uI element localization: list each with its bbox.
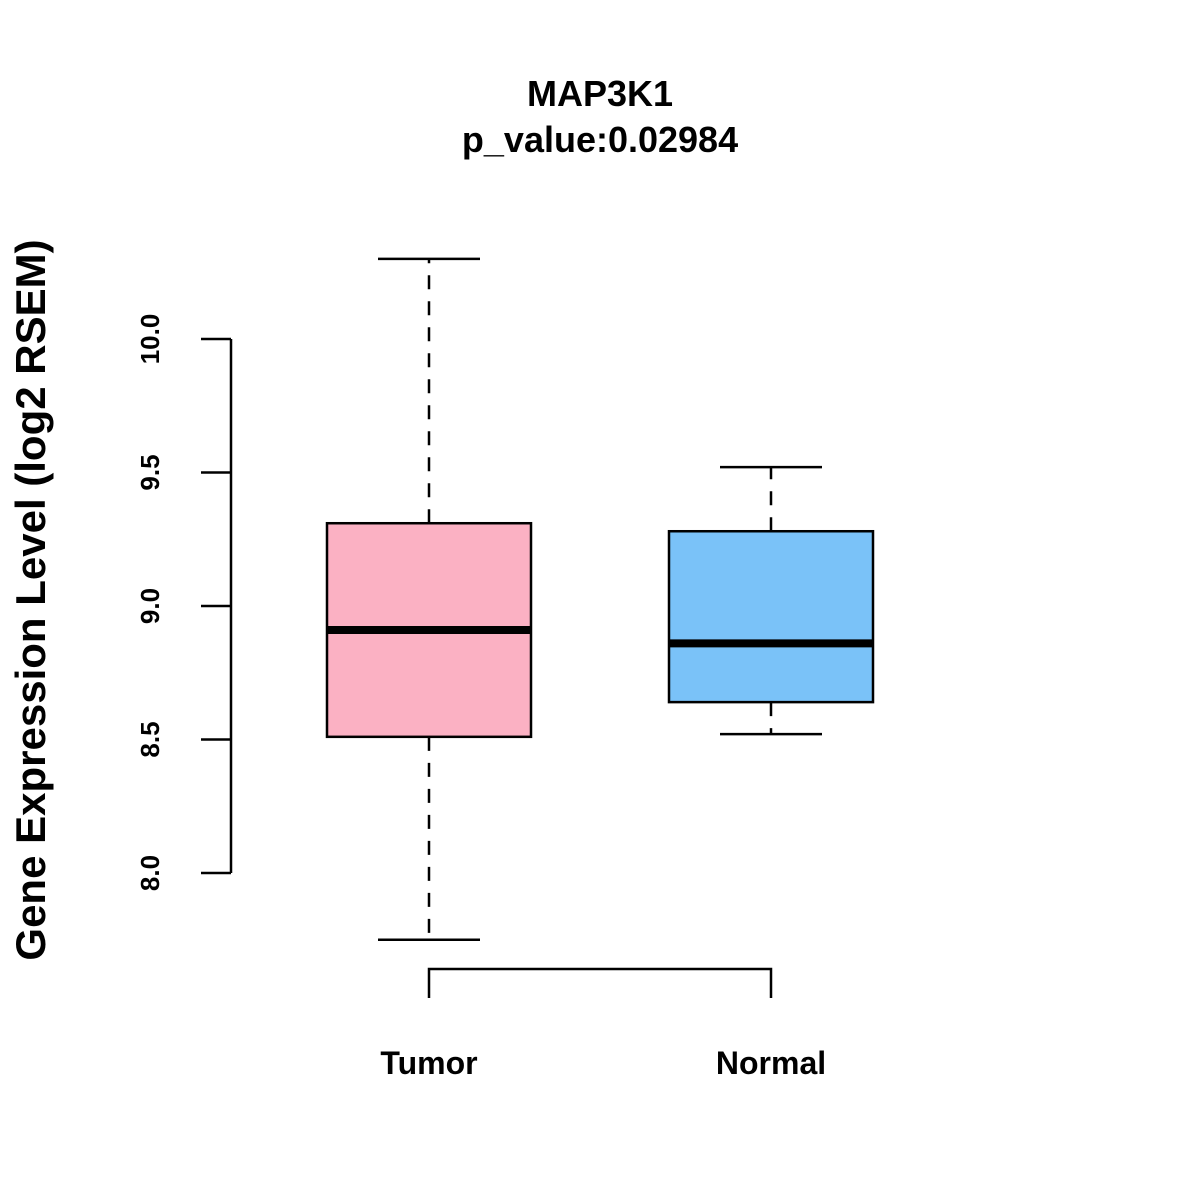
significance-bracket <box>427 967 773 998</box>
box-tumor <box>325 257 533 941</box>
category-label-tumor: Tumor <box>380 1045 477 1081</box>
y-tick-label-9.5: 9.5 <box>135 454 165 490</box>
y-tick-label-9.0: 9.0 <box>135 588 165 624</box>
y-axis: 8.0 8.5 9.0 9.5 10.0 <box>135 314 233 891</box>
category-labels: Tumor Normal <box>380 1045 826 1081</box>
category-label-normal: Normal <box>716 1045 826 1081</box>
bracket-line <box>427 967 773 998</box>
y-tick-label-10.0: 10.0 <box>135 314 165 365</box>
y-axis-title: Gene Expression Level (log2 RSEM) <box>7 239 54 960</box>
chart-subtitle: p_value:0.02984 <box>462 119 738 160</box>
iqr-box <box>667 529 875 704</box>
box-normal <box>667 465 875 736</box>
boxes <box>325 257 875 941</box>
chart-title: MAP3K1 <box>527 73 673 114</box>
y-tick-label-8.0: 8.0 <box>135 855 165 891</box>
y-tick-label-8.5: 8.5 <box>135 721 165 757</box>
